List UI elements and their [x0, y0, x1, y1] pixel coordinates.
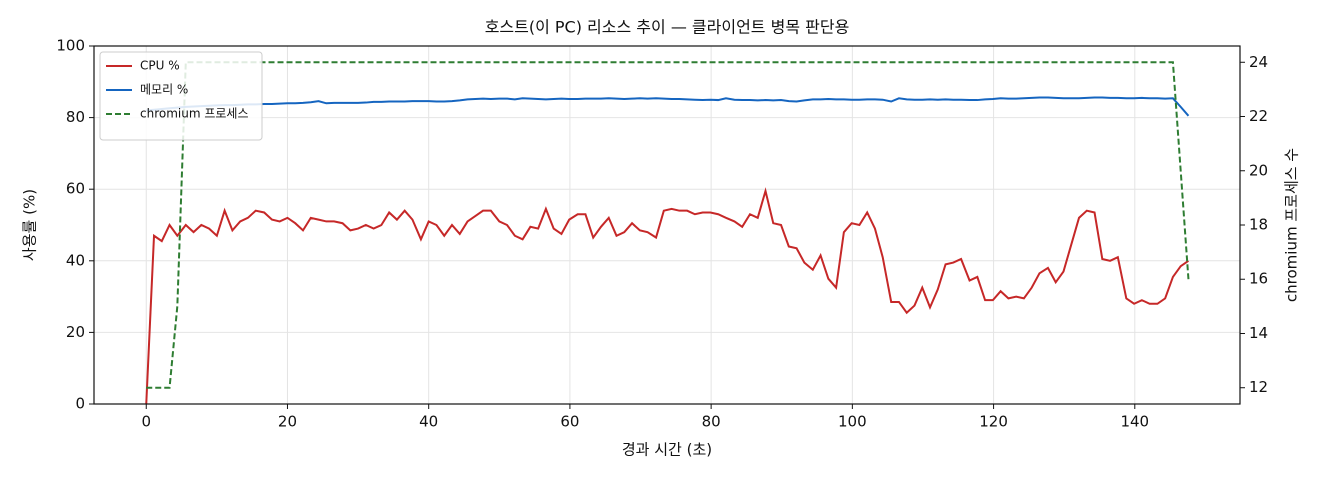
x-tick-label: 0	[141, 413, 151, 431]
x-tick-label: 20	[278, 413, 297, 431]
x-tick-label: 120	[979, 413, 1008, 431]
y2-tick-label: 20	[1249, 161, 1268, 179]
y-tick-label: 80	[66, 108, 85, 126]
chart-title: 호스트(이 PC) 리소스 추이 — 클라이언트 병목 판단용	[485, 18, 850, 37]
x-axis-label: 경과 시간 (초)	[622, 441, 712, 459]
y2-tick-label: 12	[1249, 378, 1268, 396]
series-line	[146, 96, 1190, 117]
legend-label: chromium 프로세스	[140, 107, 249, 121]
series-line	[146, 61, 1190, 389]
x-tick-label: 60	[560, 413, 579, 431]
y2-tick-label: 16	[1249, 270, 1268, 288]
y-tick-label: 0	[75, 395, 85, 413]
x-tick-label: 100	[838, 413, 867, 431]
plot-frame	[93, 45, 1241, 405]
y-tick-label: 40	[66, 251, 85, 269]
y2-tick-label: 24	[1249, 53, 1268, 71]
y2-tick-label: 18	[1249, 216, 1268, 234]
y-axis-label: 사용률 (%)	[21, 189, 39, 261]
legend-label: CPU %	[140, 59, 180, 73]
x-tick-label: 40	[419, 413, 438, 431]
legend-label: 메모리 %	[140, 83, 188, 97]
y-tick-label: 60	[66, 180, 85, 198]
y2-tick-label: 14	[1249, 324, 1268, 342]
y-tick-label: 20	[66, 323, 85, 341]
series-line	[145, 187, 1190, 405]
legend-box	[99, 51, 263, 141]
y2-axis-label: chromium 프로세스 수	[1283, 148, 1301, 302]
x-tick-label: 80	[702, 413, 721, 431]
y2-tick-label: 22	[1249, 107, 1268, 125]
x-tick-label: 140	[1120, 413, 1149, 431]
y-tick-label: 100	[56, 37, 85, 55]
